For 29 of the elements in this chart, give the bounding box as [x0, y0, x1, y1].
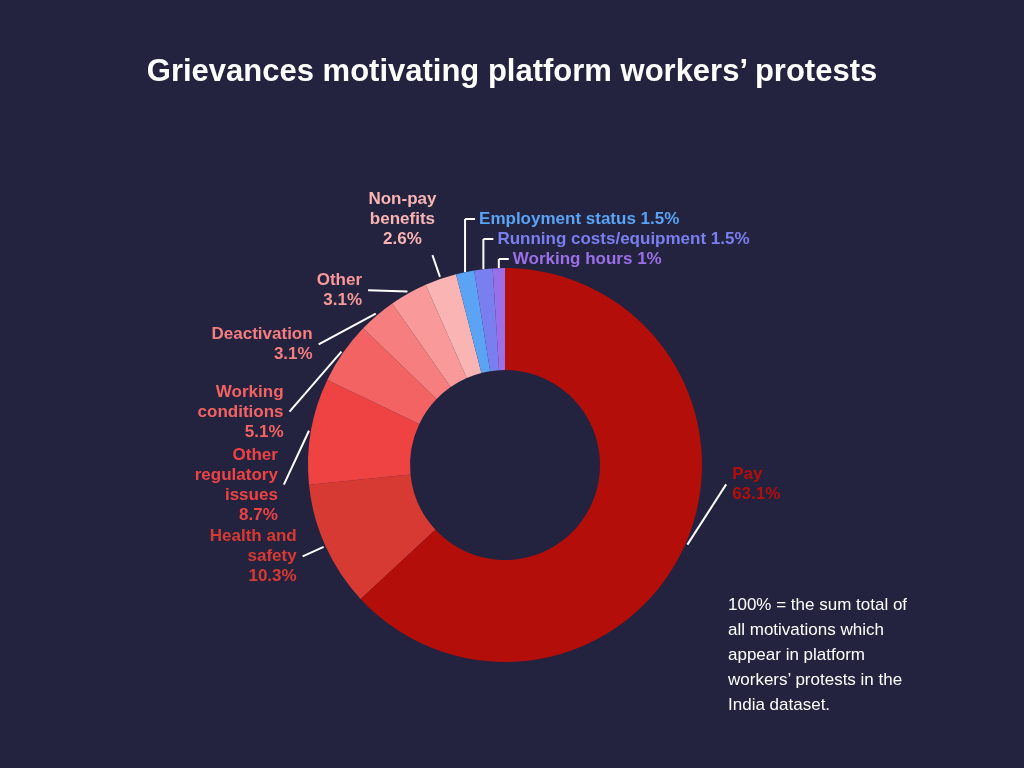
donut-slice	[360, 268, 702, 662]
slice-label: Running costs/equipment 1.5%	[497, 229, 750, 248]
slice-label: Health and safety	[209, 526, 298, 566]
slice-label: Non-pay benefits	[368, 189, 437, 229]
donut-slice	[392, 284, 467, 388]
text: 100% = the sum total of all motivations which appear in platform workers’ protests in the India dataset.	[727, 595, 908, 714]
data-label: 63.1%	[732, 484, 781, 504]
donut-slice	[492, 268, 505, 371]
slice-label: Working hours 1%	[512, 249, 662, 268]
slice-label: Working conditions	[197, 381, 284, 421]
data-label: 5.1%	[244, 421, 284, 441]
data-label: 10.3%	[248, 566, 297, 586]
donut-slice	[327, 328, 437, 425]
donut-slice	[474, 268, 500, 372]
donut-slice	[363, 303, 451, 400]
data-label: 8.7%	[239, 504, 278, 524]
data-label: 3.1%	[273, 344, 313, 364]
chart-title: Grievances motivating platform workers’ protests	[146, 53, 878, 88]
donut-slice	[308, 380, 420, 485]
slice-label: Other regulatory issues	[194, 444, 279, 504]
slice-label: Deactivation	[211, 324, 313, 344]
donut-slice	[309, 474, 436, 599]
slice-label: Pay	[732, 464, 763, 484]
slice-label: Employment status 1.5%	[479, 209, 680, 228]
data-label: 3.1%	[323, 290, 363, 310]
data-label: 2.6%	[383, 229, 422, 249]
donut-slice	[425, 274, 482, 379]
slice-label: Other	[316, 270, 363, 290]
donut-slice	[456, 270, 491, 373]
